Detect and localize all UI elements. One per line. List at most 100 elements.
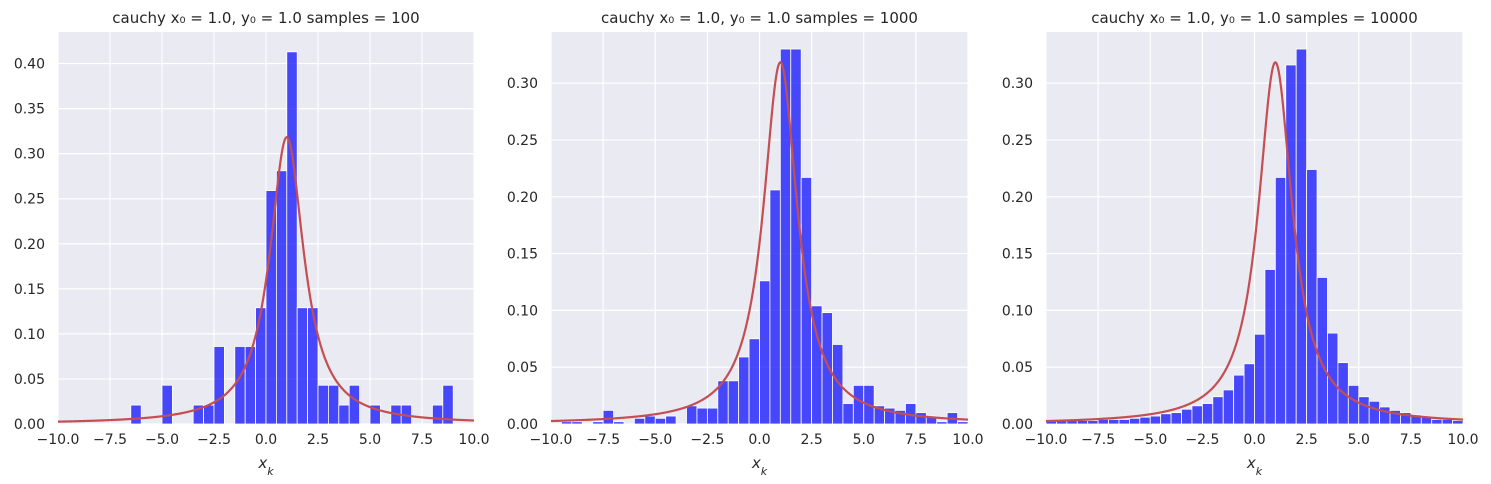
y-tick-label: 0.20 bbox=[507, 190, 538, 206]
histogram-bar bbox=[1160, 413, 1172, 425]
histogram-bar bbox=[234, 346, 246, 425]
histogram-bar bbox=[1295, 48, 1308, 425]
histogram-bar bbox=[161, 384, 173, 425]
y-tick-label: 0.00 bbox=[14, 417, 45, 433]
histogram-bar bbox=[1139, 416, 1151, 425]
histogram-bar bbox=[442, 384, 454, 425]
chart-panel-3: −10.0 −7.5 −5.0 −2.5 0.0 2.5 5.0 7.5 10.0 0.00 0.0… bbox=[1002, 9, 1479, 478]
y-tick-label: 0.10 bbox=[507, 303, 538, 319]
chart-title: cauchy x₀ = 1.0, y₀ = 1.0 samples = 1000 bbox=[601, 9, 918, 27]
histogram-bar bbox=[1347, 384, 1360, 425]
histogram-bar bbox=[925, 415, 938, 425]
histogram-bar bbox=[296, 307, 309, 425]
y-tick-label: 0.10 bbox=[1002, 303, 1033, 319]
histogram-bar bbox=[842, 403, 854, 425]
histogram-bar bbox=[634, 417, 646, 425]
histogram-bar bbox=[327, 384, 340, 425]
x-tick-label: −2.5 bbox=[1185, 432, 1219, 448]
histogram-bar bbox=[1306, 169, 1318, 425]
x-tick-label: 5.0 bbox=[1348, 432, 1370, 448]
histogram-bar bbox=[832, 344, 844, 425]
x-tick-label: 2.5 bbox=[307, 432, 329, 448]
histogram-bar bbox=[706, 407, 719, 425]
histogram-bar bbox=[665, 415, 677, 425]
histogram-bar bbox=[1170, 412, 1182, 425]
histogram-bar bbox=[654, 417, 667, 425]
x-tick-label: 2.5 bbox=[1295, 432, 1317, 448]
histogram-bar bbox=[779, 48, 792, 425]
histogram-bar bbox=[286, 51, 298, 425]
histogram-bar bbox=[1191, 405, 1203, 425]
histogram-bar bbox=[800, 177, 813, 425]
y-tick-label: 0.20 bbox=[1002, 190, 1033, 206]
histogram-bar bbox=[369, 404, 381, 425]
histogram-bar bbox=[915, 412, 927, 425]
histogram-bar bbox=[686, 405, 698, 425]
x-tick-label: 10.0 bbox=[1447, 432, 1478, 448]
histogram-bar bbox=[561, 421, 573, 425]
histogram-bar bbox=[213, 346, 225, 425]
x-tick-label: −7.5 bbox=[1081, 432, 1115, 448]
histogram-bar bbox=[592, 421, 604, 425]
histogram-bar bbox=[936, 421, 948, 425]
y-tick-label: 0.05 bbox=[14, 372, 45, 388]
x-tick-label: 0.0 bbox=[748, 432, 770, 448]
histogram-bar bbox=[1452, 420, 1464, 425]
histogram-bar bbox=[1264, 269, 1276, 425]
y-tick-label: 0.25 bbox=[507, 133, 538, 149]
histogram-bar bbox=[1149, 415, 1162, 425]
x-tick-label: 0.0 bbox=[1243, 432, 1265, 448]
x-tick-label: −7.5 bbox=[586, 432, 620, 448]
histogram-bar bbox=[1212, 396, 1224, 425]
chart-panel-1: −10.0 −7.5 −5.0 −2.5 0.0 2.5 5.0 7.5 10.0 0.00 0.0… bbox=[14, 9, 490, 478]
histogram-bar bbox=[602, 409, 614, 425]
y-tick-label: 0.30 bbox=[14, 147, 45, 163]
y-tick-label: 0.15 bbox=[1002, 247, 1033, 263]
y-tick-label: 0.25 bbox=[14, 192, 45, 208]
x-tick-label: 5.0 bbox=[359, 432, 381, 448]
histogram-bar bbox=[1087, 420, 1099, 425]
histogram-bar bbox=[1076, 420, 1089, 425]
histogram-bar bbox=[130, 404, 142, 425]
histogram-bar bbox=[1441, 419, 1453, 425]
histogram-bar bbox=[431, 404, 444, 425]
chart-panel-2: −10.0 −7.5 −5.0 −2.5 0.0 2.5 5.0 7.5 10.0 0.00 0.0… bbox=[507, 9, 984, 478]
histogram-bar bbox=[244, 346, 256, 425]
y-tick-label: 0.00 bbox=[507, 417, 538, 433]
histogram-bar bbox=[1201, 403, 1214, 425]
x-tick-label: −5.0 bbox=[1133, 432, 1167, 448]
x-tick-label: 5.0 bbox=[853, 432, 875, 448]
histogram-bar bbox=[1108, 419, 1120, 425]
x-tick-label: 10.0 bbox=[952, 432, 983, 448]
x-tick-label: 7.5 bbox=[905, 432, 927, 448]
histogram-bar bbox=[957, 421, 969, 425]
histogram-bar bbox=[759, 280, 771, 425]
x-tick-label: 7.5 bbox=[411, 432, 433, 448]
histogram-bar bbox=[571, 421, 583, 425]
y-tick-label: 0.30 bbox=[1002, 76, 1033, 92]
histogram-bar bbox=[748, 338, 760, 425]
histogram-bar bbox=[1129, 417, 1141, 425]
y-tick-label: 0.15 bbox=[14, 282, 45, 298]
histogram-bar bbox=[1243, 363, 1255, 425]
x-tick-label: 7.5 bbox=[1400, 432, 1422, 448]
y-tick-label: 0.35 bbox=[14, 102, 45, 118]
chart-title: cauchy x₀ = 1.0, y₀ = 1.0 samples = 100 bbox=[112, 9, 419, 27]
histogram-bar bbox=[696, 407, 708, 425]
x-tick-label: −10.0 bbox=[37, 432, 80, 448]
y-tick-label: 0.15 bbox=[507, 247, 538, 263]
x-tick-label: −7.5 bbox=[93, 432, 127, 448]
histogram-bar bbox=[1118, 419, 1130, 425]
histogram-bar bbox=[852, 384, 865, 425]
chart-title: cauchy x₀ = 1.0, y₀ = 1.0 samples = 1000… bbox=[1091, 9, 1418, 27]
x-tick-label: −2.5 bbox=[197, 432, 231, 448]
y-tick-label: 0.20 bbox=[14, 237, 45, 253]
histogram-bar bbox=[727, 380, 740, 425]
x-tick-label: −5.0 bbox=[145, 432, 179, 448]
histogram-bar bbox=[644, 415, 656, 425]
histogram-bar bbox=[1316, 277, 1328, 425]
x-tick-label: 2.5 bbox=[800, 432, 822, 448]
x-tick-label: 10.0 bbox=[458, 432, 489, 448]
histogram-bar bbox=[348, 384, 361, 425]
histogram-bar bbox=[1254, 333, 1266, 425]
